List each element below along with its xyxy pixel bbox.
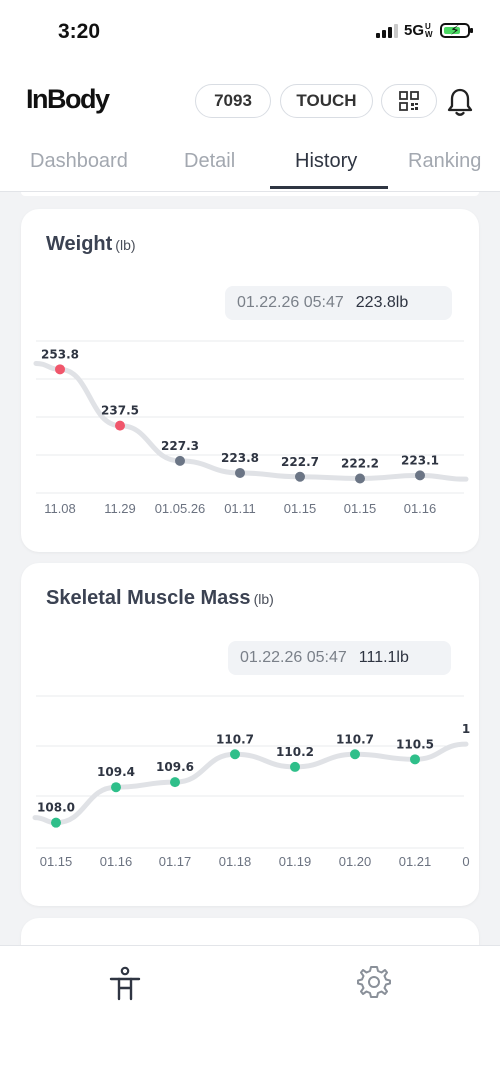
data-label: 109.6	[156, 760, 194, 774]
data-point[interactable]	[410, 754, 420, 765]
data-point[interactable]	[230, 749, 240, 760]
data-label: 222.2	[341, 456, 379, 470]
x-tick-label: 01.16	[404, 501, 437, 516]
touch-button[interactable]: TOUCH	[280, 84, 373, 118]
smm-latest-date: 01.22.26 05:47	[240, 649, 347, 666]
x-tick-label: 01.21	[399, 854, 432, 869]
weight-latest-value: 223.8lb	[355, 294, 409, 311]
tab-divider	[0, 191, 500, 192]
data-point[interactable]	[290, 761, 300, 772]
data-label: 223.8	[221, 451, 259, 465]
data-point[interactable]	[115, 420, 125, 431]
data-point[interactable]	[170, 777, 180, 788]
weight-title: Weight (lb)	[46, 233, 136, 256]
qr-button[interactable]	[381, 84, 437, 118]
data-label: 108.0	[37, 801, 75, 815]
data-label: 227.3	[161, 439, 199, 453]
x-tick-label: 01.17	[159, 854, 192, 869]
data-point[interactable]	[111, 782, 121, 793]
data-point[interactable]	[55, 364, 65, 375]
tab-dashboard[interactable]: Dashboard	[30, 150, 128, 172]
data-point[interactable]	[415, 470, 425, 481]
network-label: 5G	[403, 22, 424, 39]
data-label: 223.1	[401, 453, 439, 467]
data-label: 237.5	[101, 404, 139, 418]
body-figure-icon[interactable]	[108, 966, 142, 1002]
smm-unit: (lb)	[253, 591, 274, 607]
smm-latest-badge: 01.22.26 05:47 111.1lb	[228, 641, 451, 675]
weight-unit: (lb)	[115, 237, 136, 253]
data-label: 109.4	[97, 765, 135, 779]
data-label: 110.7	[216, 732, 254, 746]
tab-ranking[interactable]: Ranking	[408, 150, 482, 172]
x-tick-label: 0	[462, 854, 469, 869]
x-tick-label: 01.15	[284, 501, 317, 516]
x-tick-label: 11.29	[104, 501, 136, 516]
data-point[interactable]	[51, 817, 61, 828]
x-tick-label: 01.19	[279, 854, 312, 869]
active-tab-indicator	[270, 186, 388, 189]
x-tick-label: 01.11	[224, 501, 256, 516]
data-label: 222.7	[281, 455, 319, 469]
previous-card-edge	[21, 192, 479, 196]
x-tick-label: 11.08	[44, 501, 76, 516]
smm-title-text: Skeletal Muscle Mass	[46, 587, 251, 609]
member-code-button[interactable]: 7093	[195, 84, 271, 118]
data-point[interactable]	[295, 471, 305, 482]
network-suffix: UW	[425, 21, 433, 39]
x-tick-label: 01.15	[344, 501, 377, 516]
status-time: 3:20	[58, 20, 101, 43]
weight-chart[interactable]: 253.8 11.08 237.5 11.29 227.3 01.05.26 223.8 01…	[21, 209, 479, 552]
x-tick-label: 01.16	[100, 854, 133, 869]
data-point[interactable]	[175, 455, 185, 466]
x-tick-label: 01.15	[40, 854, 73, 869]
x-tick-label: 01.18	[219, 854, 252, 869]
data-point[interactable]	[235, 467, 245, 478]
weight-latest-badge: 01.22.26 05:47 223.8lb	[225, 286, 452, 320]
x-tick-label: 01.05.26	[155, 501, 206, 516]
series-line	[32, 741, 469, 826]
qr-code-icon	[399, 91, 419, 111]
gear-icon[interactable]	[357, 964, 391, 998]
status-indicators: 5G UW ⚡	[375, 21, 473, 39]
smm-chart[interactable]: 108.0 01.15 109.4 01.16 109.6 01.17 110.7 01.18…	[21, 563, 479, 906]
bottom-nav	[0, 945, 500, 1084]
smm-title: Skeletal Muscle Mass (lb)	[46, 587, 274, 610]
battery-icon: ⚡	[440, 22, 473, 38]
data-label: 110.5	[396, 737, 434, 751]
weight-latest-date: 01.22.26 05:47	[237, 294, 344, 311]
smm-latest-value: 111.1lb	[358, 649, 409, 666]
smm-card[interactable]: Skeletal Muscle Mass (lb) 01.22.26 05:47 …	[21, 563, 479, 906]
series-line	[33, 360, 469, 482]
tab-history[interactable]: History	[295, 150, 358, 172]
signal-icon	[375, 23, 398, 38]
weight-title-text: Weight	[46, 233, 113, 255]
x-tick-label: 01.20	[339, 854, 372, 869]
data-point[interactable]	[350, 749, 360, 760]
bell-icon[interactable]	[446, 87, 474, 117]
data-label: 110.7	[336, 732, 374, 746]
tab-bar: Dashboard Detail History Ranking	[0, 140, 500, 192]
data-label: 253.8	[41, 347, 79, 361]
data-point[interactable]	[355, 473, 365, 484]
tab-detail[interactable]: Detail	[184, 150, 236, 172]
data-label: 110.2	[276, 745, 314, 759]
inbody-logo: InBody	[26, 84, 110, 114]
data-label: 1	[462, 722, 470, 736]
weight-card[interactable]: Weight (lb) 01.22.26 05:47 223.8lb 253.8 1…	[21, 209, 479, 552]
